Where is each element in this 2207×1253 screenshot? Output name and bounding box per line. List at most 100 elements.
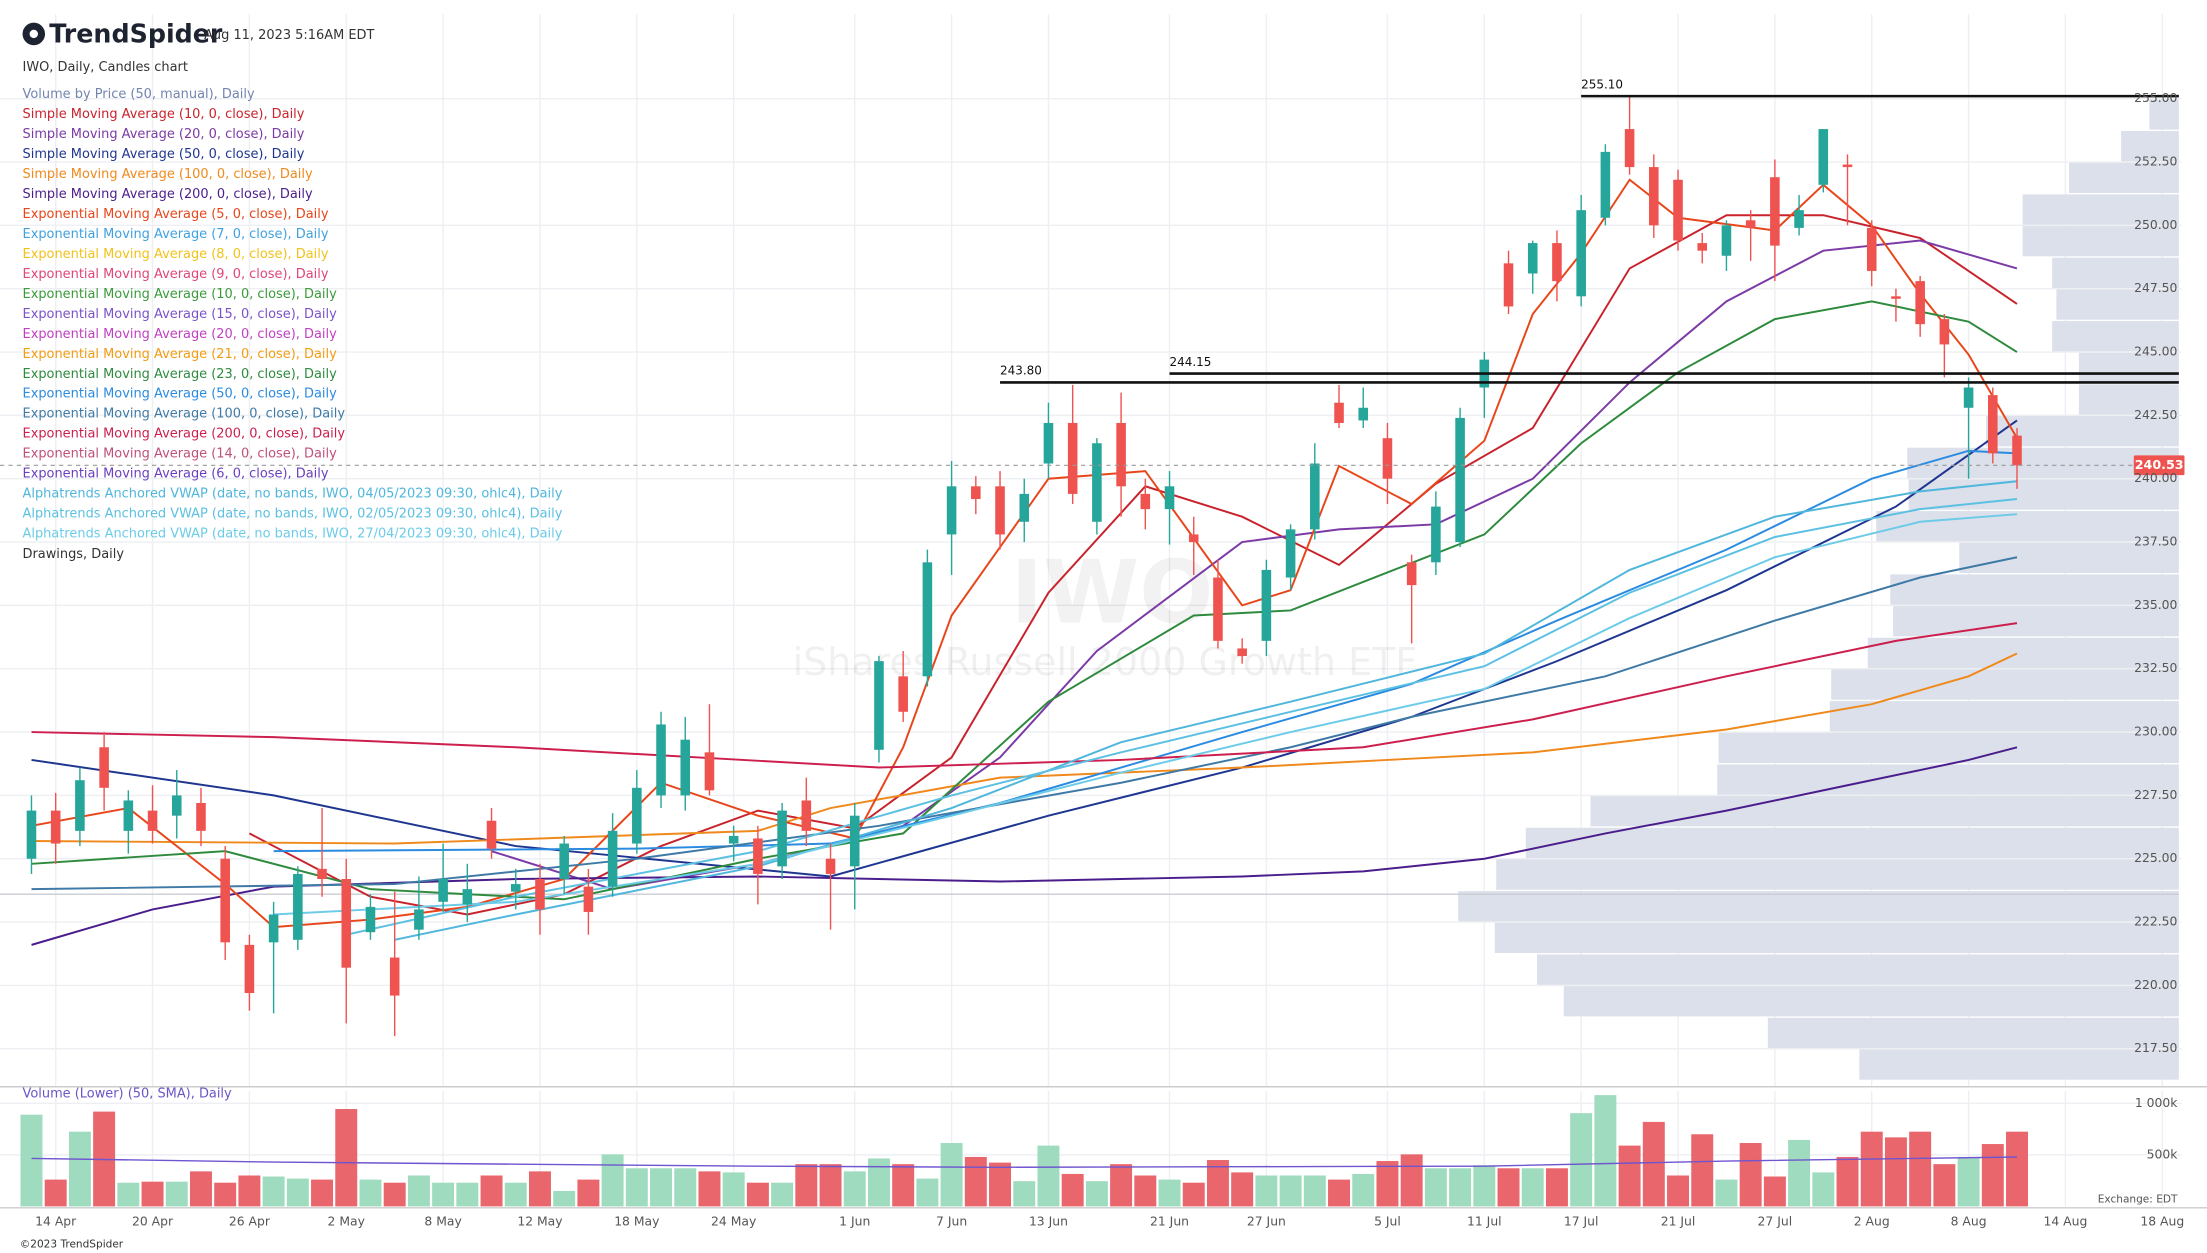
volume-profile-bar xyxy=(2056,289,2179,320)
last-price-tag xyxy=(2133,455,2185,476)
volume-bar xyxy=(1691,1134,1714,1207)
copyright: ©2023 TrendSpider xyxy=(20,1238,124,1250)
volume-profile-bar xyxy=(2078,352,2179,383)
candle-body xyxy=(1188,534,1199,543)
x-tick-label: 1 Jun xyxy=(839,1214,870,1228)
volume-profile-bar xyxy=(1494,922,2179,954)
candle-body xyxy=(196,803,206,831)
candle-body xyxy=(438,879,448,902)
volume-bar xyxy=(2006,1131,2028,1207)
x-tick-label: 21 Jun xyxy=(1150,1214,1189,1228)
candle-body xyxy=(1576,210,1586,297)
volume-profile-bar xyxy=(1537,954,2179,985)
volume-profile-bar xyxy=(1959,542,2179,574)
level-label: 243.80 xyxy=(1000,364,1042,378)
volume-bar xyxy=(1788,1139,1811,1207)
legend-entry: Exponential Moving Average (8, 0, close)… xyxy=(23,247,329,262)
legend-entry: Volume by Price (50, manual), Daily xyxy=(23,87,255,102)
chart-info: IWO, Daily, Candles chart xyxy=(23,60,188,75)
candle-body xyxy=(1116,422,1126,487)
y-tick-label: 240.00 xyxy=(2134,471,2177,485)
candle-body xyxy=(1745,220,1756,228)
volume-bar xyxy=(1763,1176,1786,1207)
volume-bar xyxy=(528,1171,551,1207)
candle-body xyxy=(1915,281,1925,325)
candle-body xyxy=(293,873,303,940)
legend-entry: Alphatrends Anchored VWAP (date, no band… xyxy=(23,527,563,542)
volume-profile-bar xyxy=(1831,669,2179,700)
volume-bar xyxy=(238,1175,261,1207)
legend-entry: Alphatrends Anchored VWAP (date, no band… xyxy=(23,487,563,502)
x-tick-label: 26 Apr xyxy=(229,1214,271,1228)
volume-bar xyxy=(601,1154,624,1207)
candle-body xyxy=(1770,177,1780,246)
candle-body xyxy=(559,843,569,880)
volume-profile-bar xyxy=(2022,194,2179,225)
candle-body xyxy=(1261,569,1272,641)
volume-title: Volume (Lower) (50, SMA), Daily xyxy=(23,1086,233,1101)
candle-body xyxy=(704,752,715,791)
volume-profile-bar xyxy=(1890,574,2179,605)
x-tick-label: 13 Jun xyxy=(1029,1214,1068,1228)
candle-body xyxy=(244,944,255,994)
candle-body xyxy=(1092,443,1102,522)
legend-entry: Exponential Moving Average (10, 0, close… xyxy=(23,287,338,302)
volume-profile-bar xyxy=(1717,764,2179,795)
candle-body xyxy=(1019,493,1030,522)
candle-body xyxy=(1842,164,1853,168)
candle-body xyxy=(995,486,1005,535)
candle-body xyxy=(607,830,618,887)
x-tick-label: 12 May xyxy=(517,1214,562,1228)
volume-bar xyxy=(1279,1175,1302,1207)
volume-bar xyxy=(1158,1179,1181,1207)
volume-bar xyxy=(68,1131,91,1207)
candle-body xyxy=(26,810,37,859)
volume-bar xyxy=(407,1175,430,1207)
candle-body xyxy=(753,838,763,874)
volume-bar xyxy=(650,1168,673,1207)
y-tick-label: 227.50 xyxy=(2134,788,2177,802)
volume-bar xyxy=(1037,1145,1060,1207)
volume-bar xyxy=(940,1143,963,1207)
legend-entry: Simple Moving Average (200, 0, close), D… xyxy=(23,187,313,202)
candle-body xyxy=(1697,243,1708,251)
candle-body xyxy=(50,810,61,844)
y-tick-label: 255.00 xyxy=(2134,91,2177,105)
candle-body xyxy=(874,661,884,750)
volume-bar xyxy=(262,1176,285,1207)
y-tick-label: 1 000k xyxy=(2135,1096,2178,1110)
x-tick-label: 7 Jun xyxy=(936,1214,967,1228)
legend-entry: Exponential Moving Average (6, 0, close)… xyxy=(23,467,329,482)
candle-body xyxy=(1164,486,1175,510)
volume-bar xyxy=(1836,1156,1859,1207)
volume-bar xyxy=(1134,1175,1157,1207)
legend-entry: Exponential Moving Average (23, 0, close… xyxy=(23,367,338,382)
candle-body xyxy=(414,909,424,930)
volume-profile-bar xyxy=(2069,162,2179,193)
volume-bar xyxy=(1013,1181,1036,1207)
candle-body xyxy=(1624,129,1635,168)
volume-bar xyxy=(819,1164,842,1207)
indicator-line xyxy=(31,622,2018,769)
x-tick-label: 27 Jun xyxy=(1247,1214,1286,1228)
candle-body xyxy=(510,884,521,892)
watermark-ticker: IWO xyxy=(1011,541,1214,643)
volume-bar xyxy=(698,1171,721,1207)
volume-bar xyxy=(1545,1168,1568,1207)
candle-body xyxy=(1213,577,1223,641)
volume-bar xyxy=(1739,1143,1762,1207)
volume-bar xyxy=(141,1181,164,1207)
candle-body xyxy=(898,676,908,712)
y-tick-label: 245.00 xyxy=(2134,345,2177,359)
candle-body xyxy=(1358,407,1369,421)
candle-body xyxy=(656,724,666,796)
x-tick-label: 5 Jul xyxy=(1374,1214,1401,1228)
volume-bar xyxy=(1715,1179,1738,1207)
drawings-legend: Drawings, Daily xyxy=(23,547,125,562)
volume-profile-bar xyxy=(1829,701,2179,732)
volume-bar xyxy=(795,1164,818,1207)
legend-entry: Simple Moving Average (10, 0, close), Da… xyxy=(23,107,305,122)
x-tick-label: 14 Aug xyxy=(2044,1214,2088,1228)
volume-bar xyxy=(1182,1182,1205,1207)
